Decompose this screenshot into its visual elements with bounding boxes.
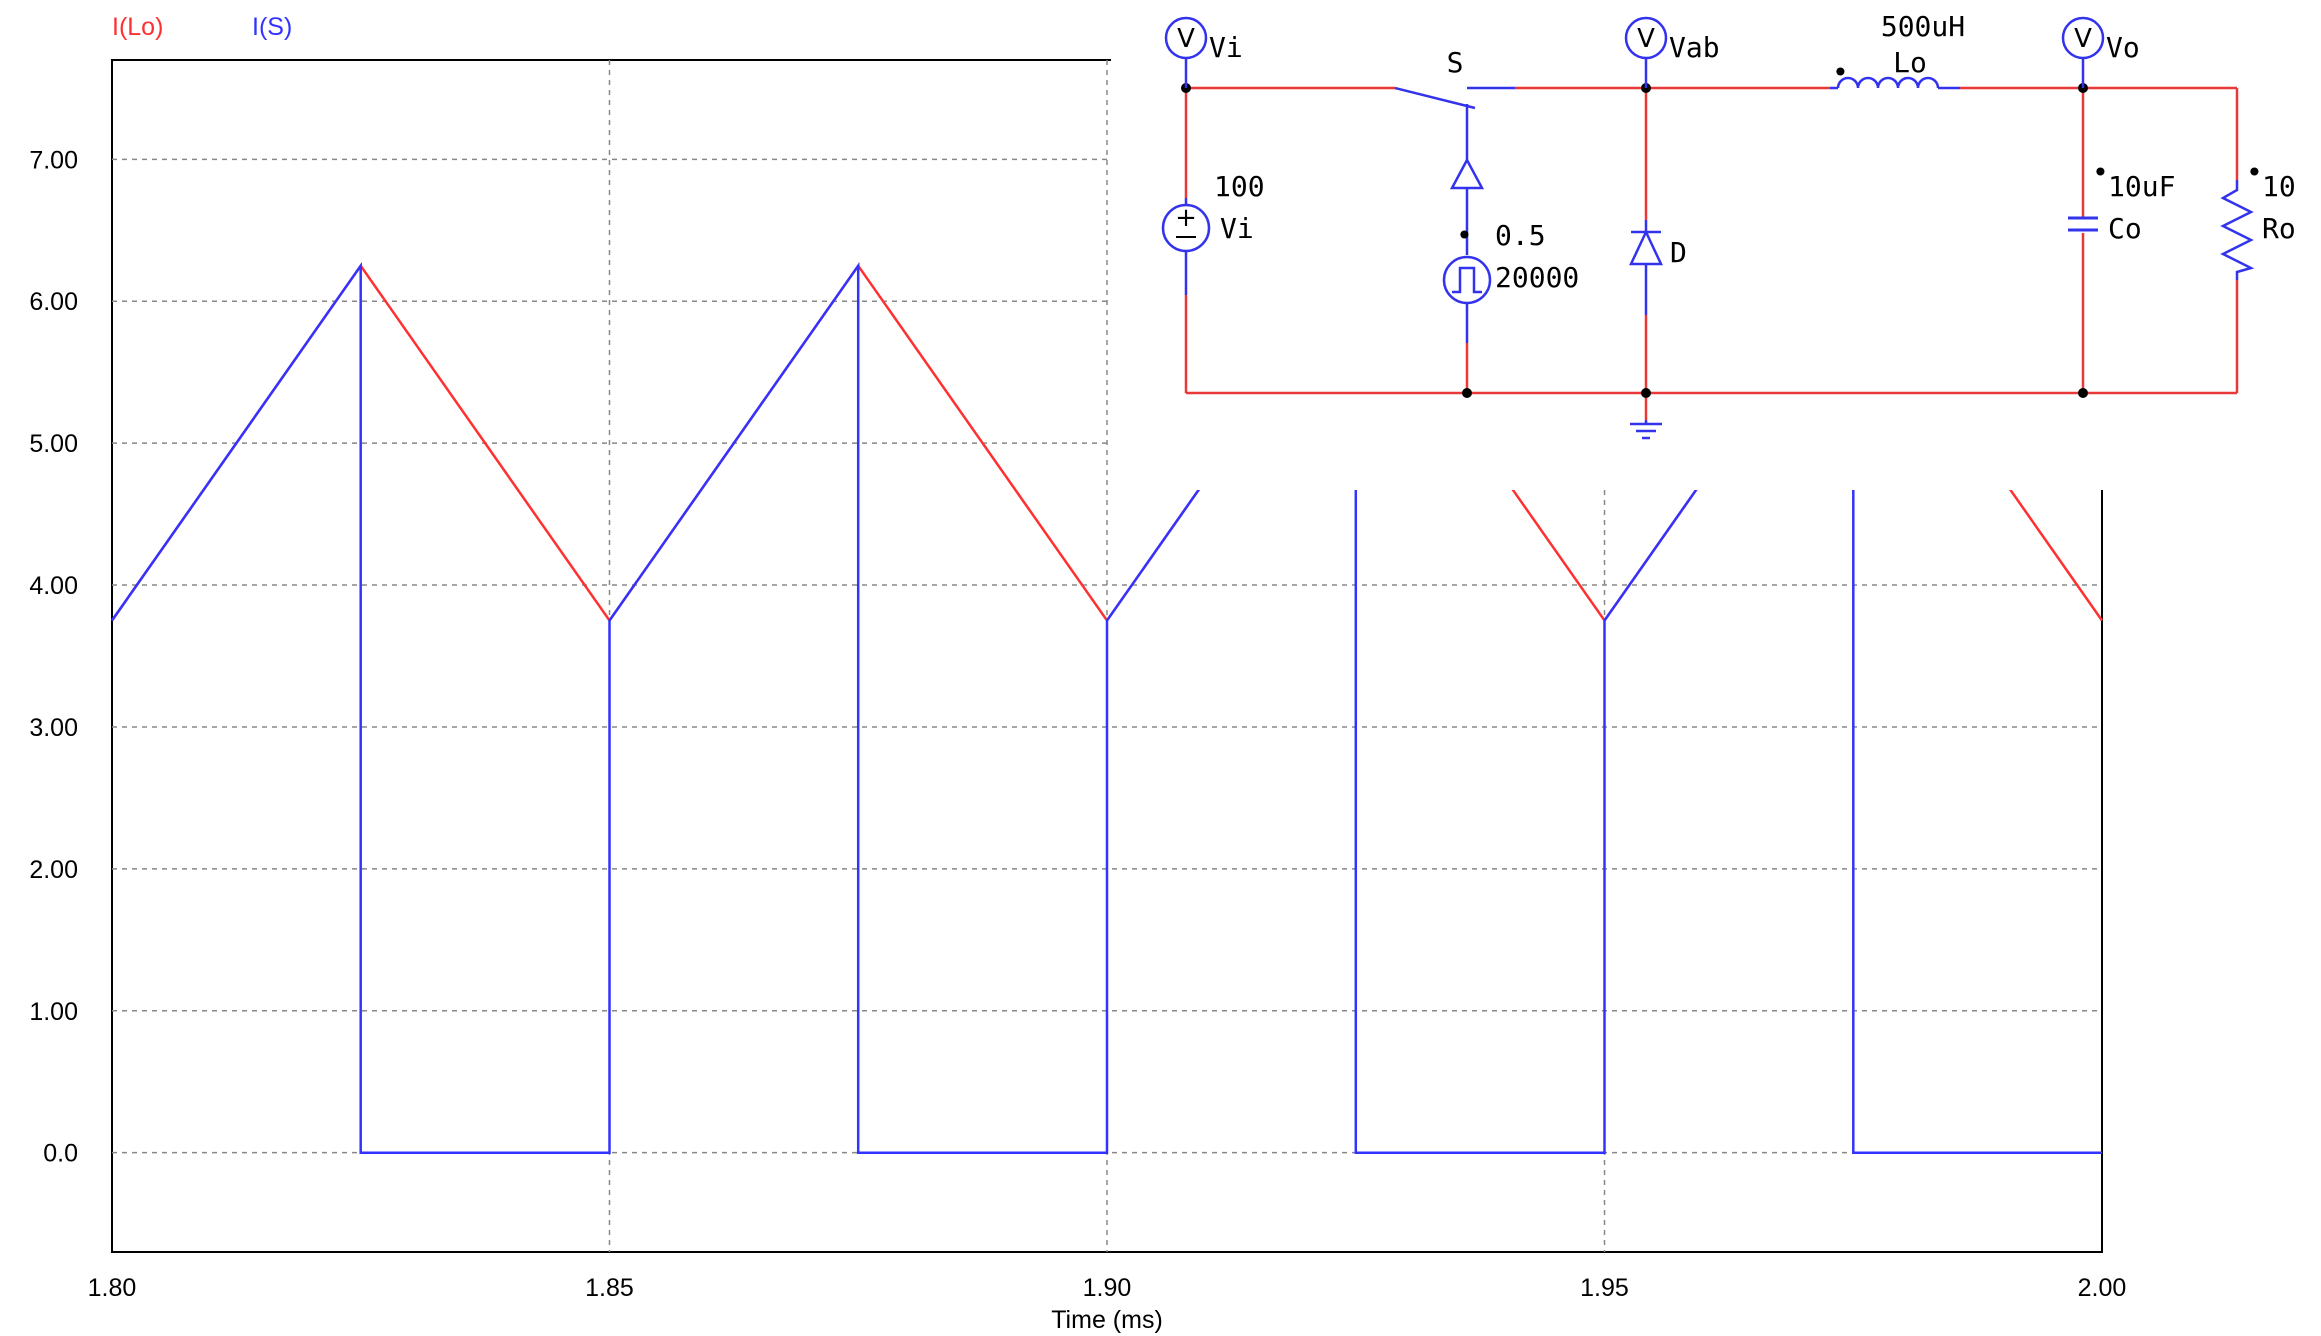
- voltmeter-icon: [1164, 16, 1208, 60]
- diode-icon: [1629, 229, 1663, 266]
- inductor-lo: • 500uH Lo: [1830, 10, 1965, 90]
- resistor-name: Ro: [2262, 212, 2296, 245]
- y-tick-label: 6.00: [29, 288, 78, 316]
- x-tick-label: 1.90: [1083, 1274, 1132, 1302]
- ground-icon: [1630, 420, 1662, 440]
- diode-d: D: [1629, 220, 1687, 315]
- source-name: Vi: [1220, 212, 1254, 245]
- y-tick-label: 4.00: [29, 572, 78, 600]
- diode-name: D: [1670, 236, 1687, 269]
- inductor-value: 500uH: [1881, 10, 1965, 43]
- source-value: 100: [1214, 170, 1265, 203]
- gate-duty-label: 0.5: [1495, 219, 1546, 252]
- resistor-ro: • 10 Ro: [2220, 156, 2296, 280]
- svg-text:+: +: [1175, 203, 1197, 233]
- gate-frequency-label: 20000: [1495, 261, 1579, 294]
- probe-label: Vi: [1209, 31, 1243, 64]
- voltmeter-icon: [1624, 16, 1668, 60]
- x-tick-label: 1.95: [1580, 1274, 1629, 1302]
- y-axis: 0.0 1.00 2.00 3.00 4.00 5.00 6.00 7.00: [29, 146, 78, 1167]
- probe-vo: V Vo: [2061, 16, 2140, 88]
- x-tick-label: 1.85: [585, 1274, 634, 1302]
- probe-symbol: V: [2074, 24, 2092, 54]
- y-tick-label: 1.00: [29, 998, 78, 1026]
- junction-dot: [2078, 388, 2088, 398]
- probe-symbol: V: [1177, 24, 1195, 54]
- probe-vi: V Vi: [1164, 16, 1243, 88]
- capacitor-name: Co: [2108, 212, 2142, 245]
- switch-blade-icon: [1394, 86, 1476, 110]
- svg-text:•: •: [2246, 156, 2263, 189]
- x-tick-label: 1.80: [88, 1274, 137, 1302]
- y-tick-label: 3.00: [29, 714, 78, 742]
- y-tick-label: 7.00: [29, 146, 78, 174]
- resistor-icon: [2220, 180, 2255, 280]
- y-tick-label: 5.00: [29, 430, 78, 458]
- capacitor-co: • 10uF Co: [2068, 156, 2175, 245]
- square-wave-source-icon: [1442, 255, 1492, 305]
- switch-s: S • 0.5 20000: [1394, 46, 1579, 343]
- junction-dots: [1181, 83, 2088, 398]
- legend-entry: I(S): [252, 13, 292, 41]
- x-tick-label: 2.00: [2078, 1274, 2127, 1302]
- inductor-icon: [1836, 76, 1940, 89]
- voltmeter-icon: [2061, 16, 2105, 60]
- capacitor-value: 10uF: [2108, 170, 2175, 203]
- buck-converter-schematic: V Vi V Vab V Vo S • 0.5 20: [1111, 0, 2321, 490]
- svg-text:•: •: [2092, 156, 2109, 189]
- junction-dot: [1462, 388, 1472, 398]
- junction-dot: [1641, 388, 1651, 398]
- chart: 0.0 1.00 2.00 3.00 4.00 5.00 6.00 7.00 1.80 1.85…: [29, 13, 2126, 1334]
- x-axis-label: Time (ms): [1051, 1306, 1163, 1334]
- resistor-value: 10: [2262, 170, 2296, 203]
- probe-vab: V Vab: [1624, 16, 1720, 88]
- inductor-name: Lo: [1893, 46, 1927, 79]
- svg-text:•: •: [1832, 56, 1849, 89]
- legend: I(Lo) I(S): [112, 13, 292, 41]
- legend-entry: I(Lo): [112, 13, 163, 41]
- probe-symbol: V: [1637, 24, 1655, 54]
- dc-source-vi: + 100 Vi: [1161, 170, 1265, 295]
- x-axis: 1.80 1.85 1.90 1.95 2.00: [88, 1274, 2127, 1302]
- y-tick-label: 0.0: [43, 1140, 78, 1168]
- probe-label: Vo: [2106, 31, 2140, 64]
- wires: [1184, 86, 2239, 420]
- svg-text:•: •: [1456, 219, 1473, 252]
- schematic-background: [1111, 0, 2321, 490]
- switch-label: S: [1447, 46, 1464, 79]
- probe-label: Vab: [1669, 31, 1720, 64]
- y-tick-label: 2.00: [29, 856, 78, 884]
